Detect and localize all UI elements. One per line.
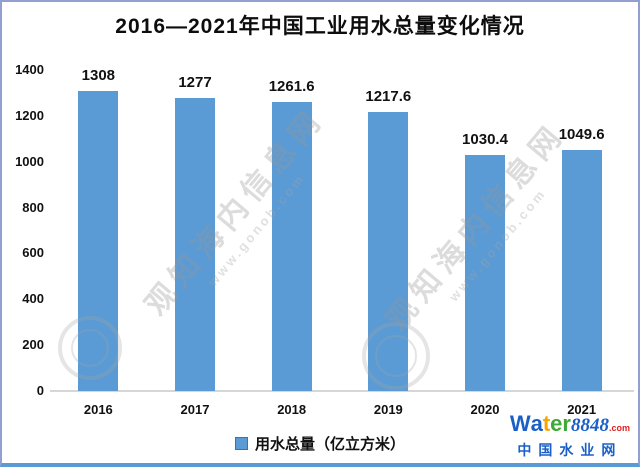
logo-number: 8848 — [570, 415, 609, 436]
y-tick-label: 600 — [22, 245, 44, 261]
y-tick-label: 1400 — [15, 62, 44, 77]
bar-2017 — [175, 98, 215, 391]
x-axis-line — [50, 390, 634, 392]
bar-value-label: 1217.6 — [365, 87, 412, 105]
logo-letter: t — [542, 411, 551, 436]
legend-swatch-icon — [234, 437, 248, 450]
y-tick-label: 1000 — [15, 153, 44, 169]
y-tick-label: 1200 — [15, 107, 44, 123]
y-tick-label: 200 — [22, 337, 44, 353]
y-tick-label: 800 — [22, 199, 44, 215]
y-tick-label: 400 — [22, 291, 44, 307]
bar-2021 — [561, 150, 602, 391]
logo-letter: e — [550, 411, 563, 436]
bar-value-label: 1049.6 — [558, 126, 605, 144]
x-tick-label: 2016 — [83, 402, 113, 417]
legend: 用水总量（亿立方米） — [2, 433, 638, 454]
bar-value-label: 1261.6 — [268, 77, 315, 95]
bar-2020 — [465, 154, 505, 391]
x-tick-label: 2017 — [180, 402, 210, 417]
logo-letter: r — [562, 411, 571, 436]
x-tick-label: 2021 — [567, 402, 597, 417]
bar-value-label: 1308 — [81, 67, 116, 85]
logo-letter: a — [530, 411, 543, 436]
bar-2016 — [78, 91, 119, 391]
bar-value-label: 1277 — [178, 74, 212, 92]
logo-letter: W — [509, 411, 531, 436]
x-tick-label: 2019 — [373, 402, 403, 417]
bar-value-label: 1030.4 — [462, 130, 508, 148]
bar-2018 — [271, 101, 312, 391]
diagonal-watermark-left: 观知海内信息网 www.gonob.com — [132, 96, 345, 334]
y-tick-label: 0 — [36, 383, 44, 398]
chart-title: 2016—2021年中国工业用水总量变化情况 — [115, 15, 525, 38]
logo-tld: .com — [608, 423, 630, 433]
x-tick-label: 2020 — [470, 402, 500, 417]
x-tick-label: 2018 — [277, 402, 307, 417]
bar-2019 — [368, 111, 409, 391]
legend-label: 用水总量（亿立方米） — [254, 436, 405, 453]
logo-subtitle: 中国水业网 — [517, 442, 623, 458]
